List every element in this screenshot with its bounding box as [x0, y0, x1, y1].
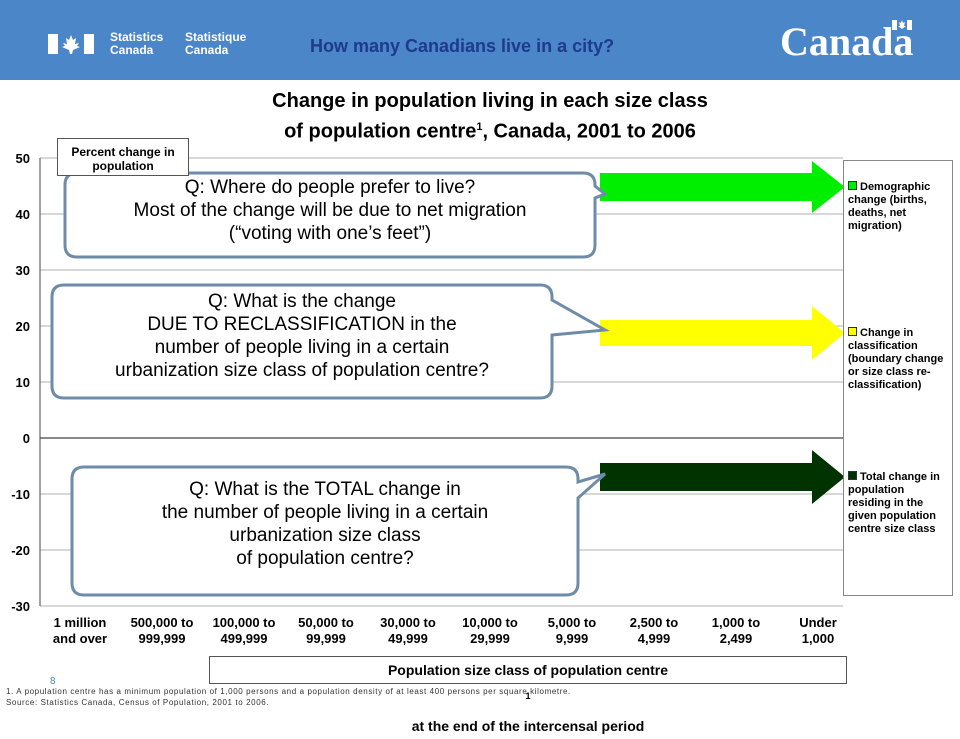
- callout-line: Q: What is the TOTAL change in: [189, 479, 461, 500]
- callout-bubble-3: [70, 465, 606, 597]
- callout-line: Q: What is the change: [208, 291, 396, 312]
- x-tick-label: 9,999: [556, 631, 589, 646]
- page-question: How many Canadians live in a city?: [310, 36, 615, 56]
- canada-wordmark: Canada: [780, 19, 914, 64]
- callout-bubble-1: [63, 171, 608, 259]
- callout-line: Most of the change will be due to net mi…: [133, 200, 527, 221]
- y-tick-label: 50: [16, 151, 30, 166]
- callout-line: the number of people living in a certain: [161, 502, 489, 523]
- header-banner: Statistics Canada Statistique Canada How…: [0, 0, 960, 80]
- callout-line: (“voting with one’s feet”): [228, 223, 432, 244]
- y-tick-label: 40: [16, 207, 30, 222]
- x-tick-label: 99,999: [306, 631, 346, 646]
- footnote-definition: 1. A population centre has a minimum pop…: [6, 687, 571, 696]
- callout-line: number of people living in a certain: [154, 337, 450, 358]
- callout-text-2: Q: What is the change DUE TO RECLASSIFICA…: [52, 290, 552, 382]
- callout-line: Q: Where do people prefer to live?: [184, 177, 476, 198]
- legend-item-total: Total change in population residing in t…: [848, 471, 940, 535]
- x-axis-title: Population size class of population cent…: [209, 656, 847, 734]
- callout-line: DUE TO RECLASSIFICATION in the: [147, 314, 457, 335]
- canada-flag-icon: [48, 34, 94, 54]
- x-tick-label: 500,000 to: [131, 615, 194, 630]
- x-tick-label: 999,999: [139, 631, 186, 646]
- brand-french: Statistique Canada: [185, 30, 247, 57]
- x-tick-label: 2,499: [720, 631, 753, 646]
- legend-swatch: [848, 181, 857, 190]
- demographic-arrow: [600, 161, 845, 213]
- legend-swatch: [848, 327, 857, 336]
- chart-title: Change in population living in each size…: [160, 88, 820, 145]
- y-tick-label: 10: [16, 375, 30, 390]
- legend: Demographic change (births, deaths, net …: [843, 160, 953, 596]
- y-tick-label: 20: [16, 319, 30, 334]
- callout-line: of population centre?: [236, 548, 414, 569]
- x-tick-label: 1,000: [802, 631, 835, 646]
- y-axis-title: Percent change in population: [57, 138, 189, 176]
- footnote-source: Source: Statistics Canada, Census of Pop…: [6, 698, 270, 707]
- x-tick-label: 50,000 to: [298, 615, 354, 630]
- y-tick-label: -30: [11, 599, 30, 614]
- callout-line: urbanization size class: [229, 525, 421, 546]
- callout-text-3: Q: What is the TOTAL change in the number…: [72, 478, 578, 570]
- footnote: 1. A population centre has a minimum pop…: [6, 686, 571, 708]
- chart-title-line-1: Change in population living in each size…: [272, 90, 708, 112]
- x-tick-label: 1,000 to: [712, 615, 760, 630]
- y-tick-label: -10: [11, 487, 30, 502]
- x-tick-label: and over: [53, 631, 107, 646]
- x-tick-label: 10,000 to: [462, 615, 518, 630]
- y-tick-label: 0: [23, 431, 30, 446]
- x-tick-label: 5,000 to: [548, 615, 596, 630]
- classification-arrow: [600, 306, 845, 360]
- wordmark-flag-icon: [892, 20, 912, 30]
- x-tick-label: 499,999: [221, 631, 268, 646]
- legend-swatch: [848, 471, 857, 480]
- x-tick-label: 2,500 to: [630, 615, 678, 630]
- chart-title-line-2: of population centre1, Canada, 2001 to 2…: [284, 120, 696, 143]
- total-change-arrow: [600, 450, 845, 504]
- x-tick-label: 1 million: [54, 615, 107, 630]
- x-tick-label: 4,999: [638, 631, 671, 646]
- x-tick-label: 49,999: [388, 631, 428, 646]
- y-tick-label: -20: [11, 543, 30, 558]
- x-tick-label: 29,999: [470, 631, 510, 646]
- x-tick-label: Under: [799, 615, 837, 630]
- legend-item-classification: Change in classification (boundary chang…: [848, 327, 944, 391]
- callout-text-1: Q: Where do people prefer to live? Most o…: [65, 176, 595, 245]
- callout-line: urbanization size class of population ce…: [115, 360, 489, 381]
- x-tick-label: 30,000 to: [380, 615, 436, 630]
- brand-english: Statistics Canada: [110, 30, 164, 57]
- legend-item-demographic: Demographic change (births, deaths, net …: [848, 181, 931, 232]
- y-tick-label: 30: [16, 263, 30, 278]
- x-tick-label: 100,000 to: [213, 615, 276, 630]
- callout-bubble-2: [50, 283, 610, 400]
- page-number: 8: [50, 676, 56, 687]
